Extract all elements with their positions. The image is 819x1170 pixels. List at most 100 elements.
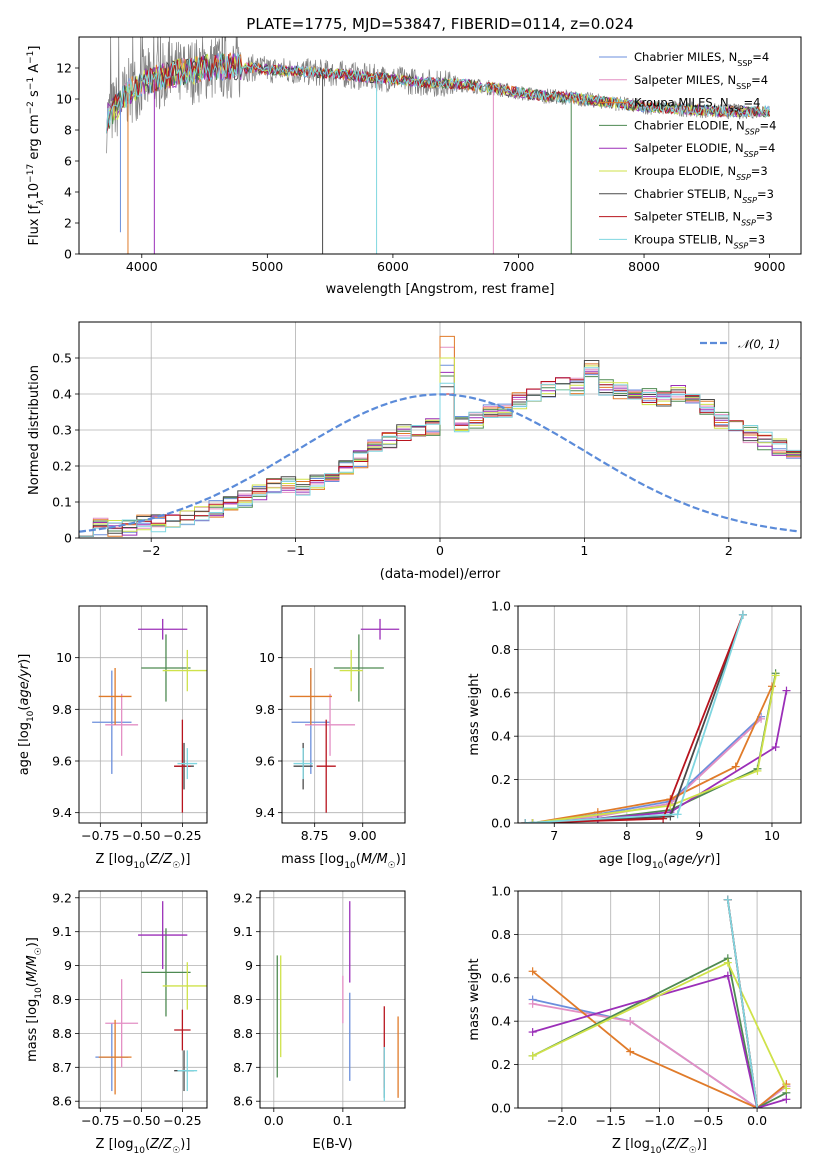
- x-tick-label: −0.25: [163, 828, 201, 843]
- errorbar-point: [177, 1050, 198, 1092]
- data-marker: [771, 671, 780, 680]
- plot-area-age-vs-mass: [289, 618, 400, 813]
- y-tick-label: 6: [64, 154, 72, 169]
- y-tick-label: 8.8: [52, 1026, 72, 1041]
- x-tick-label: −0.75: [81, 828, 119, 843]
- data-marker: [528, 1051, 537, 1060]
- data-marker: [738, 610, 747, 619]
- panel-residual-histogram: [79, 322, 801, 539]
- axes-mass-vs-Z: −0.75 −0.50 −0.25 8.6 8.7 8.8 8.9 9 9.1 9.2 Z [log…: [25, 890, 208, 1156]
- x-tick-label: 8.75: [301, 828, 329, 843]
- errorbar-point: [360, 618, 400, 640]
- y-tick-label: 9.8: [52, 702, 72, 717]
- gaussian-curve: [79, 393, 799, 533]
- x-tick-label: 6000: [377, 259, 409, 274]
- x-tick-label: 4000: [126, 259, 158, 274]
- y-tick-label: 8.9: [233, 992, 253, 1007]
- x-tick-label: 8000: [628, 259, 660, 274]
- legend-entry: Salpeter MILES, NSSP=4: [634, 73, 768, 91]
- data-marker: [757, 714, 766, 723]
- data-marker: [782, 1095, 791, 1104]
- data-marker: [753, 1104, 762, 1108]
- errorbar-point: [138, 618, 188, 640]
- mass-weight-series: [532, 974, 787, 1108]
- x-axis-label: mass [log10(M/M☉)]: [281, 852, 406, 871]
- data-marker: [626, 1047, 635, 1056]
- x-tick-label: 9: [695, 828, 703, 843]
- y-tick-label: 0.1: [52, 495, 72, 510]
- y-axis-label: mass weight: [467, 958, 482, 1040]
- mass-weight-series: [532, 675, 777, 823]
- x-tick-label: 9000: [754, 259, 786, 274]
- errorbar-point: [138, 901, 188, 969]
- x-axis-label: wavelength [Angstrom, rest frame]: [326, 282, 555, 297]
- legend-entry: Salpeter ELODIE, NSSP=4: [634, 141, 775, 159]
- errorbar-point: [316, 719, 336, 813]
- plot-area-age-vs-Z: [92, 618, 207, 813]
- y-tick-label: 8.7: [233, 1060, 253, 1075]
- x-tick-label: −0.75: [81, 1113, 119, 1128]
- panel-age-vs-Z: [79, 606, 207, 823]
- x-tick-label: 5000: [251, 259, 283, 274]
- y-axis-label: mass weight: [467, 673, 482, 755]
- errorbar-point: [105, 979, 139, 1068]
- y-axis-label: age [log10(age/yr)]: [17, 654, 36, 776]
- y-tick-label: 8: [64, 123, 72, 138]
- model-spectrum: [106, 53, 771, 134]
- legend-entry: Salpeter STELIB, NSSP=3: [634, 210, 773, 228]
- data-marker: [528, 1028, 537, 1037]
- axes-mass-vs-EBV: 0.0 0.1 8.6 8.7 8.8 8.9 9 9.1 9.2 E(B-V): [233, 890, 406, 1152]
- data-marker: [528, 819, 537, 823]
- panel-mass-weight-vs-Z: [518, 890, 801, 1109]
- axes-age-vs-Z: −0.75 −0.50 −0.25 9.4 9.6 9.8 10 Z [log10(Z/Z☉)…: [17, 605, 208, 871]
- y-tick-label: 0.6: [491, 970, 511, 985]
- y-tick-label: 9.4: [52, 805, 72, 820]
- y-tick-label: 9.6: [255, 754, 275, 769]
- x-tick-label: −0.25: [163, 1113, 201, 1128]
- y-tick-label: 4: [64, 185, 72, 200]
- errorbar-point: [162, 962, 207, 1010]
- data-marker: [771, 743, 780, 752]
- data-marker: [731, 762, 740, 771]
- data-marker: [723, 958, 732, 967]
- x-tick-label: 0.0: [747, 1113, 767, 1128]
- errorbar-point: [289, 668, 332, 725]
- x-tick-label: 0.1: [333, 1113, 353, 1128]
- plot-area-mass-vs-Z: [95, 901, 207, 1095]
- x-axis-label: age [log10(age/yr)]: [599, 852, 721, 871]
- y-axis-label: Normed distribution: [27, 365, 42, 495]
- y-tick-label: 0: [64, 247, 72, 262]
- panel-mass-vs-Z: [79, 891, 207, 1108]
- x-tick-label: 7: [550, 828, 558, 843]
- y-tick-label: 0.6: [491, 685, 511, 700]
- y-tick-label: 1.0: [491, 599, 511, 614]
- model-spectrum: [106, 52, 771, 134]
- spectrum-legend: Chabrier MILES, NSSP=4 Salpeter MILES, NS…: [599, 50, 776, 250]
- y-tick-label: 0.4: [491, 729, 511, 744]
- histogram-step: [79, 367, 801, 537]
- y-tick-label: 9: [245, 958, 253, 973]
- x-axis-label: Z [log10(Z/Z☉)]: [96, 852, 191, 871]
- legend-entry: Chabrier STELIB, NSSP=3: [634, 187, 774, 205]
- x-axis-label: Z [log10(Z/Z☉)]: [96, 1137, 191, 1156]
- data-marker: [782, 1084, 791, 1093]
- panel-age-vs-mass: [282, 606, 405, 823]
- data-marker: [626, 1017, 635, 1026]
- y-tick-label: 0.3: [52, 423, 72, 438]
- axes-age-vs-mass: 8.75 9.00 9.4 9.6 9.8 10 mass [log10(M/M☉)]: [255, 605, 406, 871]
- x-tick-label: 0: [436, 543, 444, 558]
- y-tick-label: 0.0: [491, 816, 511, 831]
- axes-mass-weight-vs-age: 7 8 9 10 0.0 0.2 0.4 0.6 0.8 1.0 age [log10(age/yr…: [467, 599, 802, 871]
- data-marker: [521, 819, 530, 823]
- plot-area-mass-weight-vs-age: [521, 610, 791, 823]
- data-marker: [528, 999, 537, 1008]
- y-tick-label: 9.4: [255, 805, 275, 820]
- y-tick-label: 1.0: [491, 884, 511, 899]
- axes-spectrum: 4000 5000 6000 7000 8000 9000 0 2 4 6 8 10 12 wavelen…: [26, 36, 802, 297]
- axes-frame: [78, 605, 208, 824]
- errorbar-point: [174, 1009, 191, 1051]
- y-tick-label: 0.4: [491, 1014, 511, 1029]
- x-tick-label: 1: [580, 543, 588, 558]
- data-marker: [528, 967, 537, 976]
